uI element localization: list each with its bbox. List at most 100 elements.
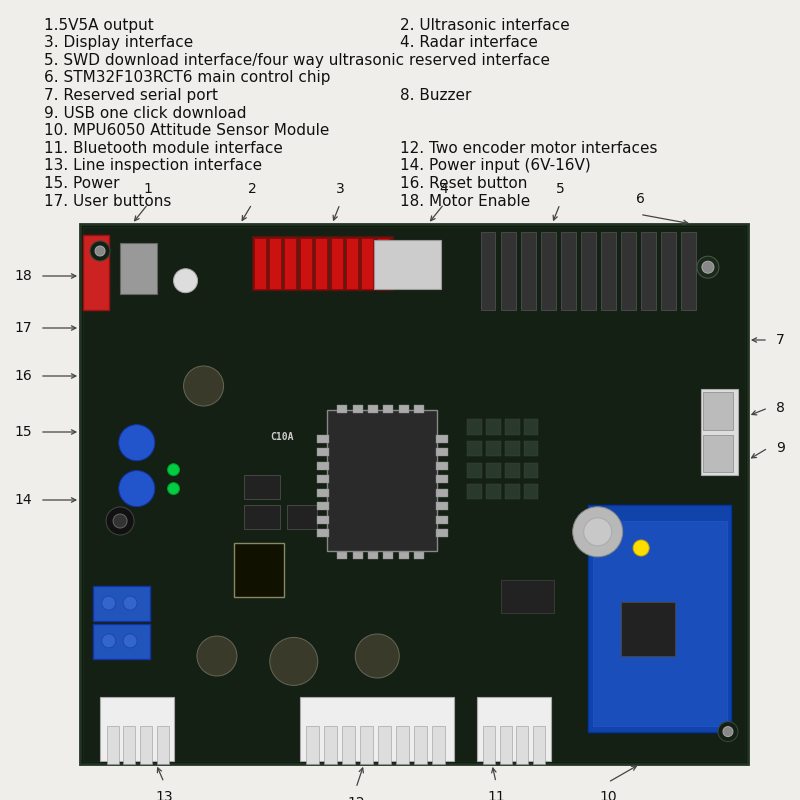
Circle shape: [123, 596, 137, 610]
Bar: [467, 441, 482, 456]
Circle shape: [174, 269, 198, 293]
Bar: [100, 697, 174, 762]
Bar: [83, 226, 745, 762]
Bar: [327, 410, 438, 550]
Bar: [486, 484, 501, 499]
Bar: [703, 393, 734, 430]
Text: 12: 12: [347, 796, 365, 800]
Bar: [486, 419, 501, 434]
Bar: [337, 552, 347, 559]
Text: 7: 7: [776, 333, 785, 347]
Bar: [467, 419, 482, 434]
Circle shape: [102, 634, 116, 648]
Bar: [269, 238, 281, 289]
Bar: [505, 484, 519, 499]
Circle shape: [183, 366, 223, 406]
Text: 1: 1: [143, 182, 153, 196]
Text: 15: 15: [14, 425, 32, 439]
Bar: [414, 552, 424, 559]
Bar: [641, 232, 656, 310]
Bar: [83, 235, 109, 310]
Bar: [378, 726, 391, 764]
Bar: [702, 389, 738, 475]
Bar: [561, 232, 576, 310]
Bar: [360, 726, 374, 764]
Text: 11: 11: [487, 790, 505, 800]
Bar: [368, 405, 378, 413]
Bar: [436, 516, 448, 524]
Bar: [541, 232, 556, 310]
Circle shape: [697, 256, 719, 278]
Bar: [254, 238, 266, 289]
Circle shape: [106, 507, 134, 535]
Text: 10: 10: [599, 790, 617, 800]
Bar: [436, 529, 448, 538]
Text: 9: 9: [776, 441, 785, 455]
Text: 16: 16: [14, 369, 32, 383]
Bar: [106, 726, 118, 764]
Bar: [317, 516, 329, 524]
Text: 2. Ultrasonic interface: 2. Ultrasonic interface: [400, 18, 570, 33]
Bar: [467, 484, 482, 499]
Text: 13: 13: [155, 790, 173, 800]
Bar: [396, 726, 410, 764]
Bar: [681, 232, 696, 310]
Text: 3: 3: [336, 182, 344, 196]
Bar: [306, 726, 319, 764]
Text: 18: 18: [14, 269, 32, 283]
Text: 4. Radar interface: 4. Radar interface: [400, 35, 538, 50]
Text: 14. Power input (6V-16V): 14. Power input (6V-16V): [400, 158, 590, 174]
Text: 9. USB one click download: 9. USB one click download: [44, 106, 246, 121]
Bar: [346, 238, 358, 289]
Text: 2: 2: [248, 182, 256, 196]
Bar: [140, 726, 152, 764]
Circle shape: [102, 596, 116, 610]
Bar: [588, 505, 731, 731]
Text: 13. Line inspection interface: 13. Line inspection interface: [44, 158, 262, 174]
Bar: [342, 726, 355, 764]
Text: 8. Buzzer: 8. Buzzer: [400, 88, 471, 103]
Bar: [523, 419, 538, 434]
Bar: [483, 726, 495, 764]
Bar: [523, 441, 538, 456]
Circle shape: [702, 261, 714, 273]
Bar: [436, 502, 448, 510]
Bar: [315, 238, 327, 289]
Text: 17: 17: [14, 321, 32, 335]
Bar: [436, 462, 448, 470]
Bar: [436, 489, 448, 497]
Bar: [123, 726, 135, 764]
Bar: [157, 726, 169, 764]
Bar: [301, 697, 454, 762]
Bar: [120, 243, 157, 294]
Bar: [414, 726, 427, 764]
Text: 12. Two encoder motor interfaces: 12. Two encoder motor interfaces: [400, 141, 658, 156]
Bar: [436, 434, 448, 442]
Bar: [398, 405, 409, 413]
Bar: [368, 552, 378, 559]
Bar: [505, 462, 519, 478]
Text: 8: 8: [776, 401, 785, 415]
Bar: [337, 405, 347, 413]
Bar: [505, 419, 519, 434]
Bar: [398, 552, 409, 559]
Circle shape: [167, 464, 179, 476]
Bar: [353, 405, 362, 413]
Text: 18. Motor Enable: 18. Motor Enable: [400, 194, 530, 209]
Bar: [317, 462, 329, 470]
Bar: [317, 448, 329, 456]
Bar: [383, 405, 394, 413]
Circle shape: [118, 425, 154, 461]
Bar: [94, 586, 150, 621]
Circle shape: [90, 241, 110, 261]
Bar: [467, 462, 482, 478]
Bar: [621, 602, 674, 656]
Bar: [252, 236, 393, 290]
Bar: [317, 502, 329, 510]
Bar: [501, 232, 515, 310]
Bar: [324, 726, 337, 764]
Bar: [317, 489, 329, 497]
Bar: [330, 238, 342, 289]
Bar: [244, 505, 281, 529]
Bar: [383, 552, 394, 559]
